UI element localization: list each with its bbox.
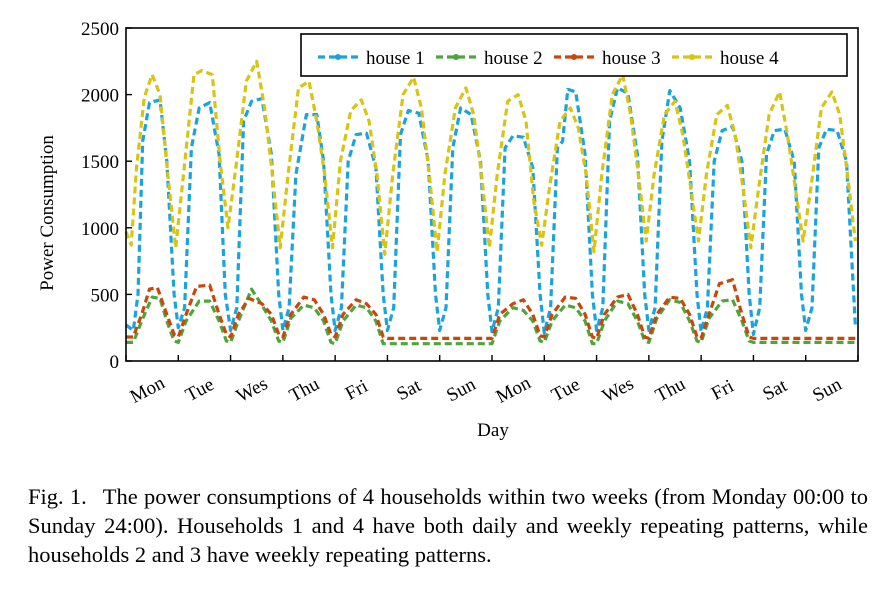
y-tick-label: 0 [110,352,120,373]
y-axis-label: Power Consumption [37,135,58,291]
y-tick-label: 1000 [81,219,119,240]
legend-marker-1 [335,54,341,60]
x-tick-label: Sun [809,374,845,407]
x-tick-label: Wes [599,373,637,407]
x-tick-label: Mon [127,372,169,408]
x-tick-label: Tue [548,374,583,406]
x-tick-label: Tue [182,374,217,406]
series-line-4 [124,59,857,256]
y-tick-label: 500 [91,285,120,306]
legend-label-4: house 4 [720,48,779,69]
power-consumption-chart: 0 500 1000 1500 2000 2500 Mon Tue Wes Thu Fri Sat S… [37,19,859,441]
x-tick-label: Mon [493,372,535,408]
legend-marker-2 [453,54,459,60]
series-line-1 [125,86,857,336]
x-tick-label: Thu [652,373,689,406]
y-tick-label: 2000 [81,86,119,107]
legend-label-2: house 2 [484,48,543,69]
x-axis: Mon Tue Wes Thu Fri Sat Sun Mon Tue Wes Thu Fri Sat S… [125,355,859,408]
legend: house 1 house 2 house 3 house 4 [300,33,848,77]
legend-marker-3 [571,54,577,60]
x-tick-label: Sat [759,375,791,405]
series-line-3 [126,278,856,340]
x-tick-label: Sun [443,374,479,407]
caption-text: The power consumptions of 4 households w… [28,484,869,567]
series-lines [124,59,857,346]
x-tick-label: Thu [286,373,323,406]
caption-label: Fig. 1. [28,484,87,509]
y-axis: 0 500 1000 1500 2000 2500 [81,19,132,373]
x-tick-label: Fri [708,376,737,405]
y-tick-label: 1500 [81,152,119,173]
x-tick-label: Sat [393,375,425,405]
y-tick-label: 2500 [81,19,119,40]
x-tick-label: Wes [233,373,271,407]
figure-caption: Fig. 1. The power consumptions of 4 hous… [28,482,868,569]
legend-label-1: house 1 [366,48,425,69]
series-line-2 [126,287,856,346]
legend-marker-4 [689,54,695,60]
legend-label-3: house 3 [602,48,661,69]
x-tick-label: Fri [342,376,371,405]
x-axis-label: Day [477,420,509,441]
